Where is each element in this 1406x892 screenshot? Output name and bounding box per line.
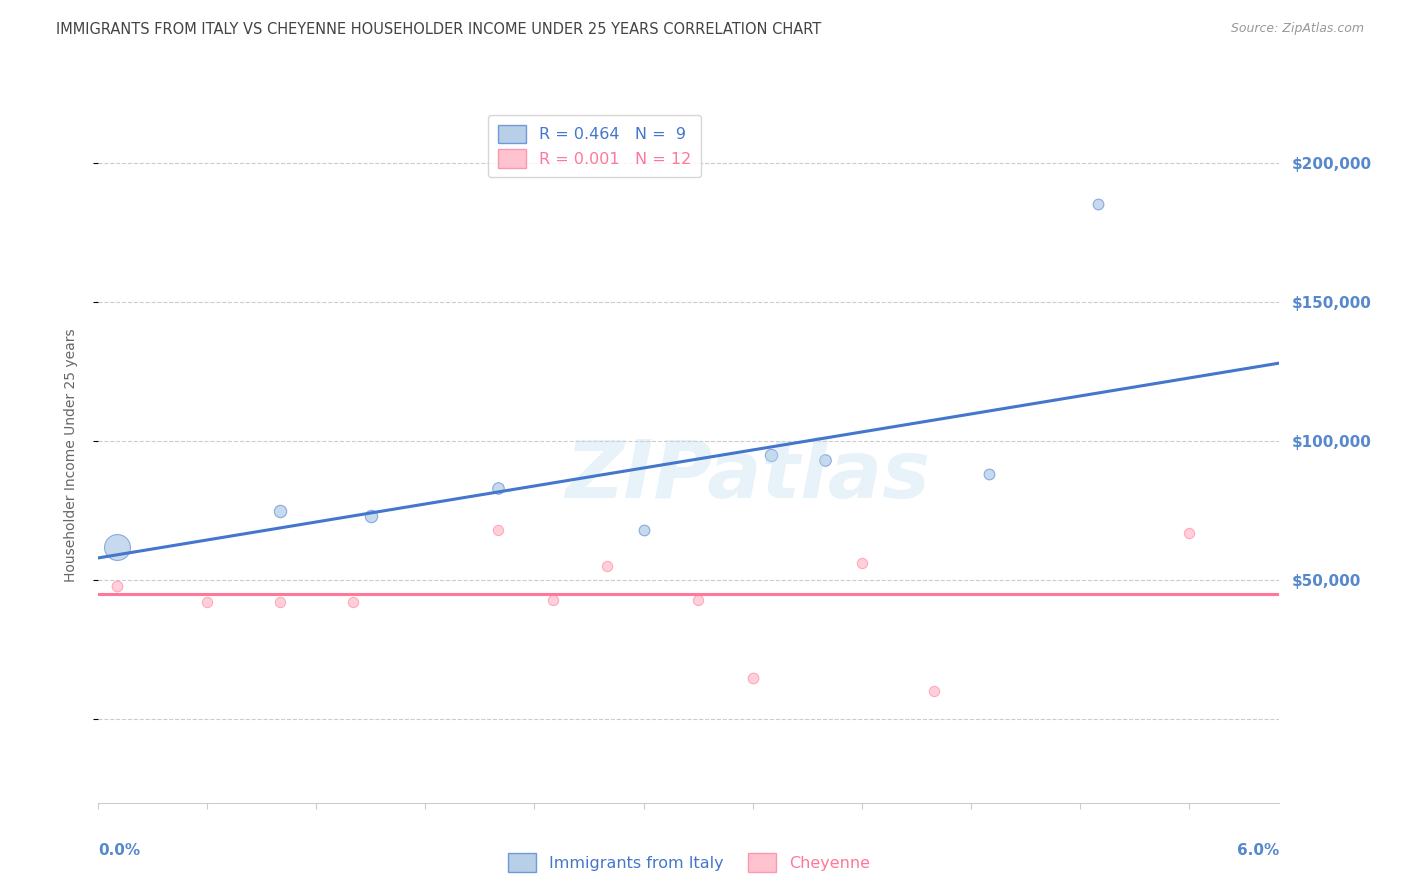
Text: Source: ZipAtlas.com: Source: ZipAtlas.com [1230, 22, 1364, 36]
Point [977, 467, 1000, 482]
Text: IMMIGRANTS FROM ITALY VS CHEYENNE HOUSEHOLDER INCOME UNDER 25 YEARS CORRELATION : IMMIGRANTS FROM ITALY VS CHEYENNE HOUSEH… [56, 22, 821, 37]
Point [197, 595, 219, 609]
Point [851, 557, 873, 571]
Text: ZIPatlas: ZIPatlas [565, 437, 931, 515]
Point [269, 595, 291, 609]
Point [633, 523, 655, 537]
Point [486, 481, 509, 495]
Point [814, 453, 837, 467]
Point [105, 579, 128, 593]
Point [342, 595, 364, 609]
Y-axis label: Householder Income Under 25 years: Householder Income Under 25 years [63, 328, 77, 582]
Point [105, 540, 128, 554]
Point [759, 448, 782, 462]
Legend: Immigrants from Italy, Cheyenne: Immigrants from Italy, Cheyenne [501, 847, 877, 879]
Point [269, 503, 291, 517]
Point [686, 592, 709, 607]
Point [596, 559, 619, 574]
Point [922, 684, 945, 698]
Point [541, 592, 564, 607]
Point [486, 523, 509, 537]
Point [360, 509, 382, 524]
Point [741, 671, 763, 685]
Point [1177, 525, 1199, 540]
Point [1087, 197, 1109, 211]
Text: 0.0%: 0.0% [98, 843, 141, 858]
Text: 6.0%: 6.0% [1237, 843, 1279, 858]
